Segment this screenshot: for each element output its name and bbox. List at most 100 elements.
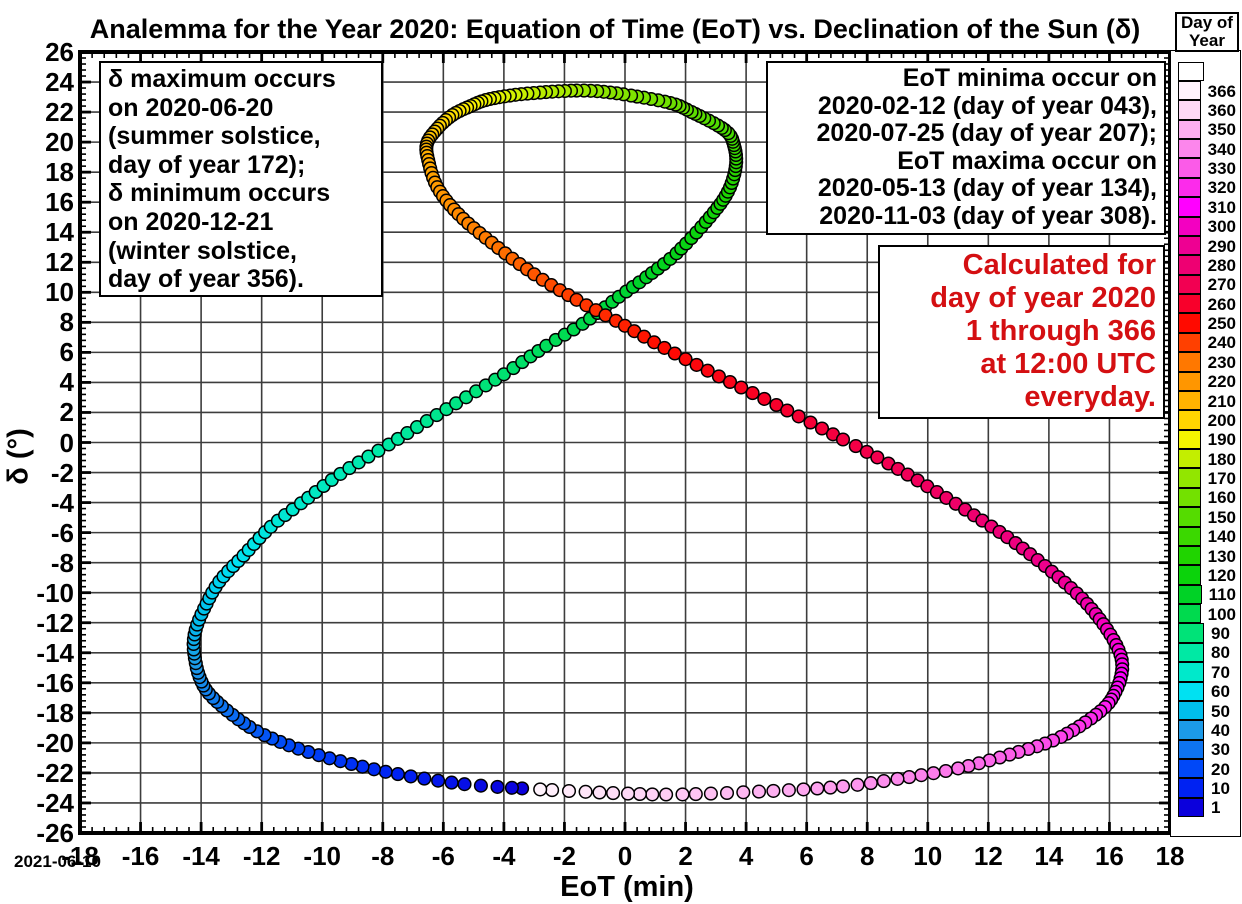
data-point-marker [719, 785, 735, 801]
x-axis-title: EoT (min) [560, 871, 694, 903]
colorbar-block: 70 [1178, 662, 1236, 682]
colorbar-block: 60 [1178, 681, 1236, 702]
colorbar-swatch [1178, 390, 1201, 411]
colorbar-block: 160 [1178, 487, 1236, 508]
colorbar-tick-label: 20 [1211, 759, 1230, 779]
data-point-marker [757, 391, 772, 406]
colorbar-block: 350 [1178, 119, 1236, 140]
data-point-marker [803, 415, 818, 430]
colorbar-swatch [1178, 119, 1201, 139]
x-tick-label: -2 [552, 841, 576, 871]
x-tick-label: 12 [973, 841, 1003, 871]
colorbar-block: 220 [1178, 371, 1236, 391]
x-tick-label: 14 [1034, 841, 1064, 871]
colorbar-block: 330 [1178, 158, 1236, 178]
y-tick-label: -16 [36, 667, 74, 698]
colorbar-tick-label: 1 [1211, 798, 1221, 818]
y-tick-label: 26 [45, 37, 74, 67]
data-point-marker [711, 369, 726, 384]
x-tick-label: 6 [799, 841, 814, 871]
colorbar-swatch [1178, 274, 1201, 294]
y-tick-label: 24 [45, 67, 74, 98]
x-tick-label: -12 [242, 841, 281, 871]
data-point-marker [791, 409, 806, 424]
y-tick-label: -6 [50, 517, 74, 548]
y-tick-label: -8 [50, 547, 74, 578]
colorbar-swatch [1178, 332, 1201, 353]
y-tick-label: 10 [45, 277, 74, 308]
y-tick-label: -20 [36, 727, 74, 758]
colorbar-tick-label: 80 [1211, 643, 1230, 663]
data-point-marker [457, 777, 472, 792]
data-point-marker [781, 783, 796, 798]
colorbar-block [1178, 61, 1236, 81]
y-axis-title: δ (°) [2, 428, 35, 485]
colorbar-tick-label: 160 [1207, 488, 1236, 508]
data-point-marker [645, 787, 660, 802]
data-point-marker [722, 374, 738, 390]
colorbar-tick-label: 230 [1207, 352, 1236, 372]
colorbar-swatch [1178, 720, 1204, 740]
colorbar-block: 130 [1178, 545, 1236, 566]
x-tick-label: 2 [678, 841, 693, 871]
data-point-marker [780, 403, 795, 418]
colorbar-tick-label: 50 [1211, 701, 1230, 721]
data-point-marker [403, 769, 418, 784]
colorbar-tick-label: 210 [1207, 391, 1236, 411]
data-point-marker [810, 781, 825, 796]
colorbar-block: 190 [1178, 429, 1236, 449]
colorbar-swatch [1178, 352, 1201, 372]
data-point-marker [902, 770, 917, 785]
colorbar-swatch [1178, 216, 1201, 236]
colorbar-tick-label: 60 [1211, 682, 1230, 702]
colorbar-block: 340 [1178, 139, 1236, 159]
y-tick-label: 2 [59, 397, 74, 428]
colorbar-tick-label: 120 [1207, 565, 1236, 585]
colorbar-tick-label: 350 [1207, 120, 1236, 140]
colorbar-swatch [1178, 526, 1201, 546]
x-tick-label: -4 [492, 841, 516, 871]
colorbar-swatch [1178, 642, 1204, 663]
colorbar-block: 270 [1178, 274, 1236, 294]
colorbar-swatch [1178, 662, 1204, 682]
eot-extrema-annotation: EoT minima occur on 2020-02-12 (day of y… [766, 61, 1166, 235]
colorbar-tick-label: 366 [1207, 81, 1236, 101]
colorbar-swatch [1178, 429, 1201, 449]
x-tick-label: 10 [913, 841, 943, 871]
data-point-marker [703, 786, 718, 801]
colorbar-block: 100 [1178, 604, 1236, 624]
data-point-marker [850, 777, 865, 792]
data-point-marker [632, 786, 647, 802]
analemma-series [186, 83, 1130, 802]
data-point-marker [504, 780, 519, 795]
colorbar-block: 20 [1178, 759, 1236, 779]
colorbar-block: 170 [1178, 468, 1236, 488]
y-tick-label: 16 [45, 187, 74, 218]
data-point-marker [417, 771, 432, 786]
data-point-marker [689, 357, 704, 372]
colorbar-swatch [1178, 739, 1204, 759]
data-point-marker [796, 782, 811, 797]
y-tick-label: -10 [36, 577, 74, 608]
x-tick-label: -16 [121, 841, 160, 871]
colorbar-tick-label: 140 [1207, 527, 1236, 547]
y-tick-label: -18 [36, 697, 74, 728]
colorbar-title: Day of Year [1175, 12, 1239, 52]
data-point-marker [675, 787, 690, 802]
y-tick-label: -12 [36, 607, 74, 638]
data-point-marker [835, 779, 851, 794]
data-point-marker [734, 380, 749, 395]
data-point-marker [938, 763, 953, 779]
colorbar-swatch [1178, 61, 1204, 81]
data-point-marker [678, 352, 693, 367]
colorbar-tick-label: 10 [1211, 779, 1230, 799]
colorbar-swatch [1178, 487, 1201, 508]
colorbar-block: 366 [1178, 80, 1236, 101]
x-tick-label: -8 [371, 841, 395, 871]
data-point-marker [371, 443, 386, 458]
y-tick-label: -2 [50, 457, 74, 488]
colorbar-swatch [1178, 294, 1201, 314]
colorbar-block: 250 [1178, 313, 1236, 333]
colorbar-swatch [1178, 313, 1201, 333]
date-stamp: 2021-06-10 [14, 852, 101, 871]
